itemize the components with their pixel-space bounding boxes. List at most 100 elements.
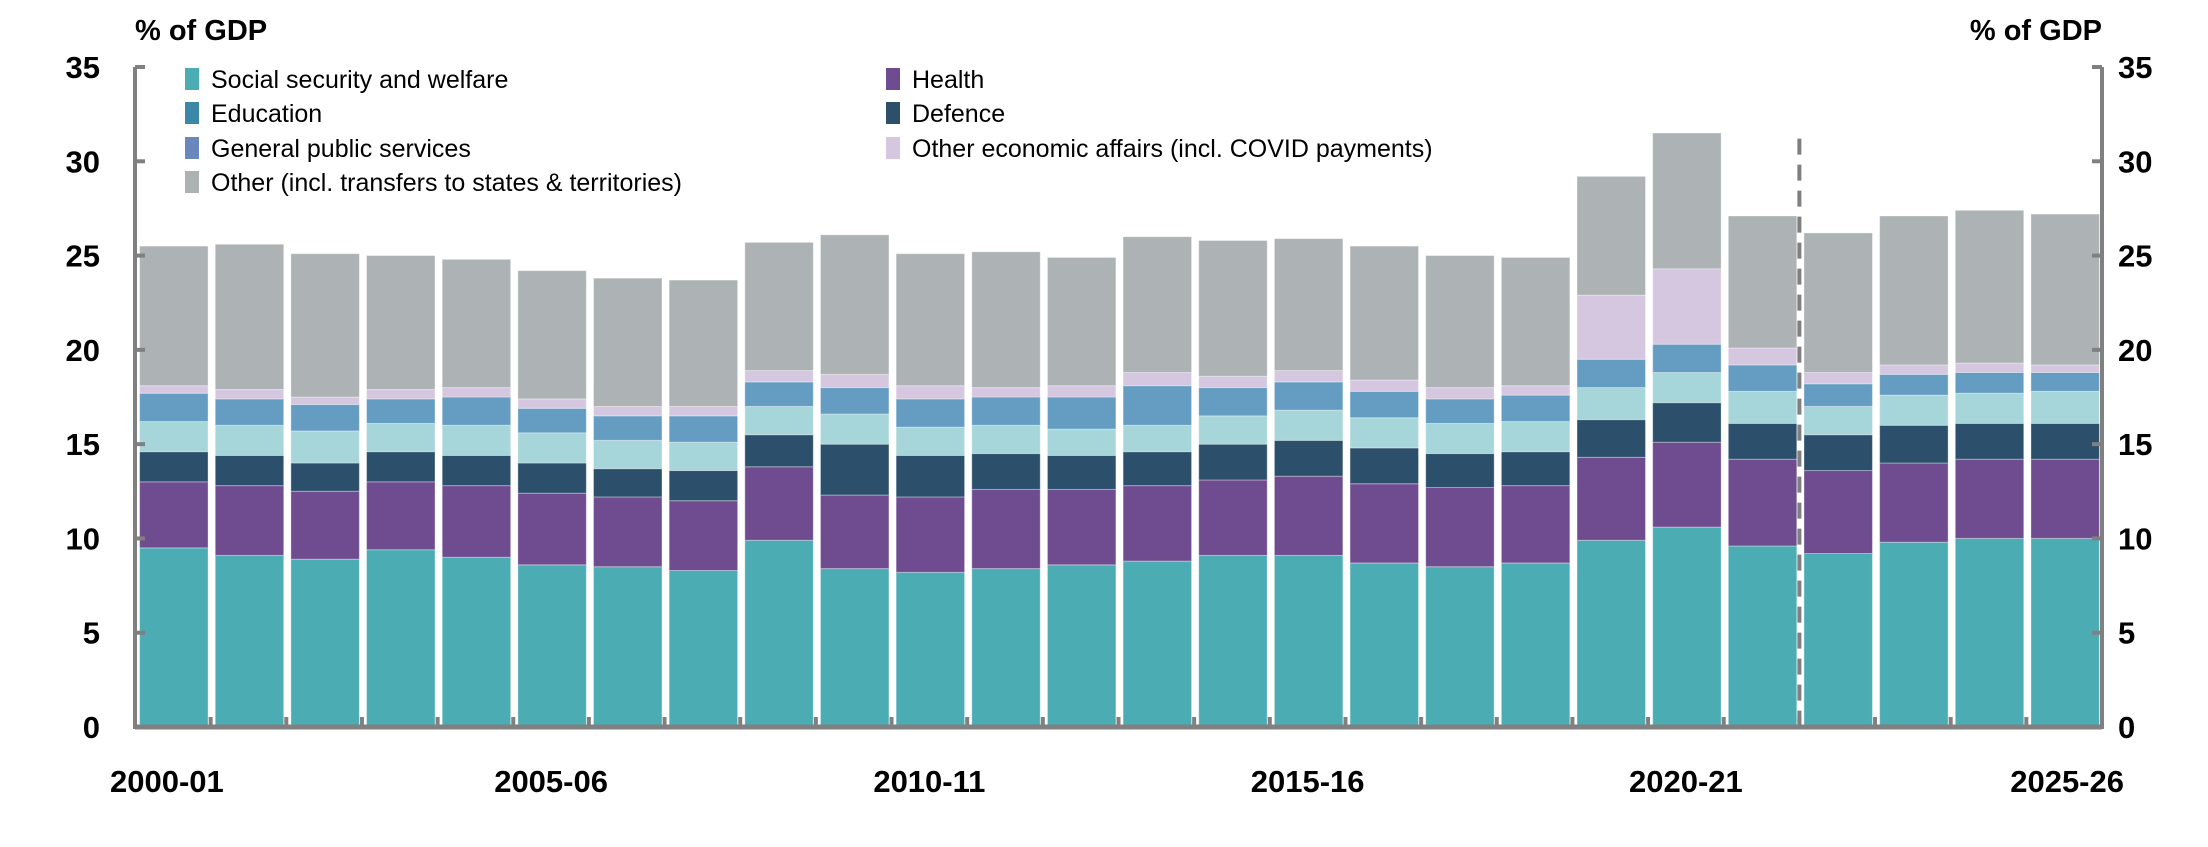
bar-segment [1803, 232, 1873, 373]
bar-segment [1576, 387, 1646, 421]
bar-segment [819, 234, 890, 375]
legend-label: Other (incl. transfers to states & terri… [211, 169, 682, 197]
bar-segment [1349, 390, 1420, 419]
legend-label: Other economic affairs (incl. COVID paym… [912, 135, 1433, 163]
bar-segment [819, 443, 890, 496]
bar-2016-17 [1349, 245, 1420, 728]
bar-2003-04 [366, 255, 436, 728]
bar-segment [1727, 422, 1798, 460]
bar-2025-26 [2030, 213, 2100, 728]
bar-segment [1879, 373, 1949, 396]
bar-2014-15 [1198, 239, 1268, 728]
bar-segment [2030, 213, 2100, 366]
bar-segment [139, 392, 209, 423]
bar-segment [139, 451, 209, 483]
bar-segment [895, 398, 966, 428]
bar-segment [1425, 453, 1495, 489]
y-axis-label-right: % of GDP [1970, 15, 2102, 47]
legend-label: Social security and welfare [211, 66, 508, 94]
bar-segment [214, 398, 285, 426]
bar-segment [1273, 370, 1344, 383]
legend-swatch [185, 68, 199, 90]
bar-segment [1046, 256, 1117, 387]
bar-segment [517, 270, 587, 400]
bar-segment [1727, 364, 1798, 392]
y-tick-label-right: 35 [2118, 50, 2152, 85]
x-tick-label: 2020-21 [1629, 764, 1743, 799]
bar-segment [744, 405, 814, 436]
legend-swatch [886, 102, 900, 124]
bar-segment [668, 441, 739, 472]
bar-segment [1425, 255, 1495, 389]
bar-segment [1727, 215, 1798, 349]
bar-segment [2030, 458, 2100, 539]
bar-2006-07 [593, 277, 663, 728]
bar-2000-01 [139, 245, 209, 728]
bar-segment [290, 253, 360, 398]
bar-segment [366, 388, 436, 400]
bar-segment [1879, 424, 1949, 464]
bar-segment [1879, 541, 1949, 728]
bar-segment [1500, 394, 1571, 423]
bar-segment [1954, 458, 2025, 539]
bar-segment [441, 396, 512, 426]
bar-segment [1198, 239, 1268, 377]
y-tick-label-left: 15 [66, 427, 100, 462]
bar-segment [290, 396, 360, 406]
bar-segment [1122, 371, 1193, 387]
bar-2019-20 [1576, 175, 1646, 728]
bar-segment [1425, 487, 1495, 568]
bar-segment [1122, 560, 1193, 728]
bar-segment [1652, 132, 1722, 270]
legend-label: Education [211, 100, 322, 128]
bar-segment [1046, 564, 1117, 728]
bar-segment [290, 404, 360, 432]
bar-segment [1122, 451, 1193, 487]
bar-segment [214, 485, 285, 556]
bar-segment [895, 571, 966, 728]
bar-segment [1046, 385, 1117, 398]
legend: Social security and welfare Health Educati… [185, 66, 1433, 197]
bar-segment [290, 558, 360, 728]
bar-segment [1122, 385, 1193, 426]
bar-segment [1954, 392, 2025, 424]
bar-segment [214, 243, 285, 390]
bar-segment [1425, 422, 1495, 455]
bar-segment [1198, 415, 1268, 445]
bar-segment [819, 568, 890, 728]
bar-segment [895, 385, 966, 400]
bar-2002-03 [290, 253, 360, 728]
bar-2023-24 [1879, 215, 1949, 728]
bars-layer [139, 132, 2100, 728]
legend-item: Social security and welfare [185, 66, 508, 94]
bar-segment [1500, 485, 1571, 564]
legend-swatch [185, 137, 199, 159]
x-tick-label: 2025-26 [2010, 764, 2124, 799]
bar-segment [1425, 387, 1495, 400]
bar-segment [593, 415, 663, 441]
legend-item: Other (incl. transfers to states & terri… [185, 169, 682, 197]
legend-item: General public services [185, 135, 471, 163]
bar-segment [517, 432, 587, 464]
bar-segment [819, 387, 890, 415]
bar-segment [744, 370, 814, 383]
bar-segment [971, 387, 1041, 398]
bar-segment [1576, 294, 1646, 360]
bar-segment [366, 422, 436, 453]
bar-segment [1198, 443, 1268, 481]
bar-segment [441, 485, 512, 558]
bar-segment [1425, 566, 1495, 728]
bar-segment [1879, 215, 1949, 366]
bar-segment [1500, 562, 1571, 728]
bar-segment [139, 481, 209, 549]
bar-2013-14 [1122, 236, 1193, 728]
y-tick-label-left: 20 [66, 333, 100, 368]
y-tick-label-right: 5 [2118, 616, 2135, 651]
bar-segment [1879, 394, 1949, 426]
bar-segment [1727, 545, 1798, 728]
bar-segment [1425, 398, 1495, 424]
bar-segment [214, 388, 285, 400]
bar-segment [819, 373, 890, 389]
bar-2001-02 [214, 243, 285, 728]
bar-segment [1500, 256, 1571, 387]
